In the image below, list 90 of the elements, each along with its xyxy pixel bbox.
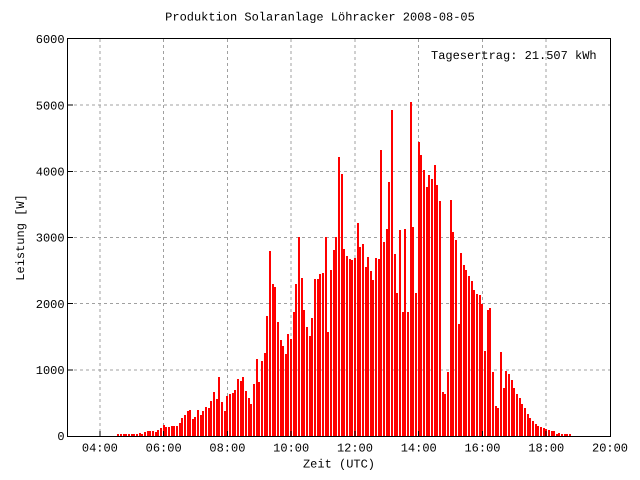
bar — [232, 393, 234, 436]
bar — [476, 294, 478, 436]
bar — [362, 244, 364, 436]
bar — [349, 259, 351, 436]
y-tick-label: 5000 — [36, 99, 65, 114]
bar — [147, 431, 149, 436]
bar — [184, 415, 186, 436]
bar — [410, 102, 412, 436]
bar — [197, 410, 199, 436]
x-axis-title: Zeit (UTC) — [302, 457, 376, 472]
bar — [189, 410, 191, 436]
x-tick-label: 10:00 — [273, 441, 310, 456]
bar — [213, 392, 215, 436]
bar — [274, 287, 276, 436]
bar — [535, 424, 537, 436]
bar — [149, 431, 151, 436]
bar — [171, 426, 173, 436]
bar — [519, 398, 521, 436]
bar — [391, 110, 393, 436]
bar — [357, 223, 359, 436]
bar — [325, 237, 327, 436]
bar — [548, 430, 550, 436]
bar — [202, 411, 204, 436]
y-tick-label: 4000 — [36, 166, 65, 180]
bar — [505, 371, 507, 436]
x-tick-label: 20:00 — [592, 441, 628, 456]
bar — [380, 150, 382, 436]
bar — [218, 377, 220, 436]
bar — [551, 431, 553, 436]
annotation: Tagesertrag: 21.507 kWh — [431, 49, 597, 63]
bar — [237, 379, 239, 436]
bar — [226, 396, 228, 436]
bar — [404, 229, 406, 436]
bar — [298, 237, 300, 436]
bar — [434, 165, 436, 436]
bar — [139, 433, 141, 436]
bar — [242, 377, 244, 436]
y-tick-label: 0 — [57, 430, 65, 444]
bar — [460, 253, 462, 436]
y-tick-label: 2000 — [36, 298, 65, 312]
bar — [375, 258, 377, 436]
bar — [187, 411, 189, 436]
bar — [240, 381, 242, 436]
bar — [367, 257, 369, 436]
y-tick-label: 6000 — [36, 33, 65, 48]
bar — [338, 157, 340, 436]
bar — [144, 432, 146, 436]
bar — [479, 295, 481, 436]
bar — [500, 352, 502, 436]
x-tick-label: 04:00 — [82, 441, 118, 456]
bar — [176, 426, 178, 436]
y-axis-title: Leistung [W] — [14, 194, 28, 281]
bar — [553, 431, 555, 436]
bar — [558, 433, 560, 436]
bar — [524, 408, 526, 436]
bar — [256, 359, 258, 436]
bar — [508, 374, 510, 436]
chart-title: Produktion Solaranlage Löhracker 2008-08-05 — [165, 10, 475, 24]
bar — [540, 427, 542, 436]
bar — [155, 432, 157, 436]
bar — [157, 430, 159, 436]
x-tick-label: 06:00 — [146, 441, 182, 456]
bar — [319, 274, 321, 436]
bar — [529, 418, 531, 436]
x-tick-label: 16:00 — [464, 441, 500, 456]
bar — [399, 230, 401, 436]
y-tick-label: 3000 — [36, 232, 65, 246]
bar — [160, 428, 162, 436]
x-tick-label: 18:00 — [528, 441, 564, 456]
bar — [205, 407, 207, 436]
bar — [152, 431, 154, 436]
bar — [229, 394, 231, 436]
bar — [181, 418, 183, 436]
x-tick-label: 08:00 — [209, 441, 246, 456]
bar — [173, 426, 175, 436]
bar — [168, 427, 170, 436]
bar — [487, 310, 489, 436]
bar — [428, 175, 430, 436]
bar — [532, 421, 534, 436]
bar — [450, 200, 452, 436]
x-tick-label: 14:00 — [400, 441, 437, 456]
bar — [418, 142, 420, 436]
bar — [314, 279, 316, 436]
y-tick-label: 1000 — [36, 364, 65, 378]
bar — [287, 334, 289, 436]
bar — [269, 251, 271, 436]
bar — [489, 308, 491, 436]
bar — [537, 426, 539, 436]
bar — [351, 260, 353, 436]
x-tick-label: 12:00 — [336, 441, 373, 456]
